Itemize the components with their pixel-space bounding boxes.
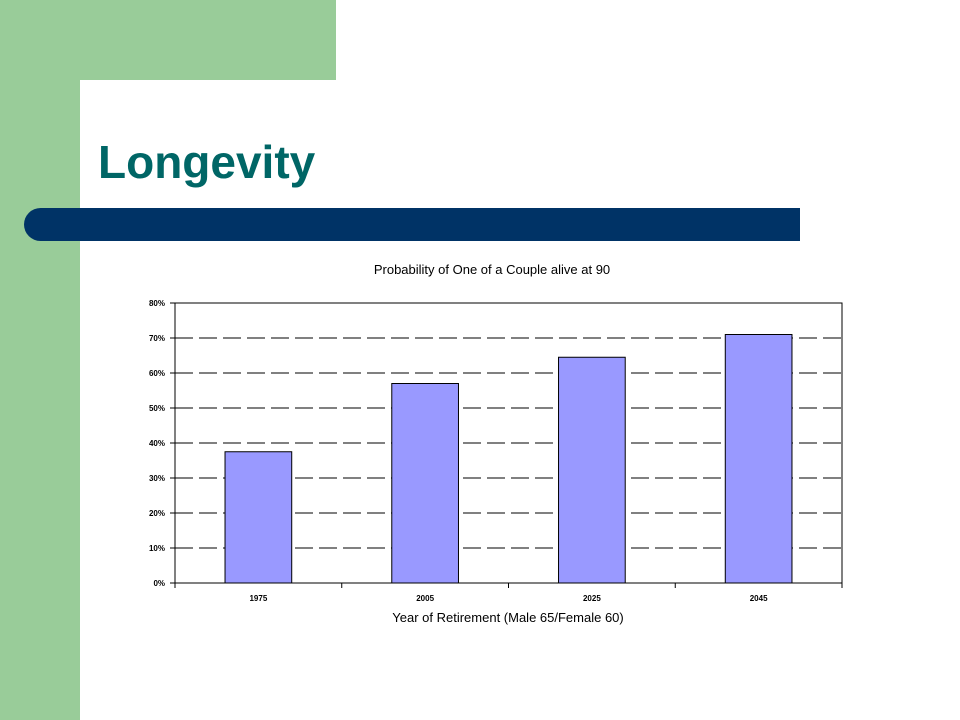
y-tick-label: 60%	[149, 369, 165, 378]
x-tick-label: 2045	[750, 594, 768, 603]
chart-title: Probability of One of a Couple alive at …	[374, 262, 610, 277]
bar	[224, 451, 293, 584]
bar	[391, 383, 459, 584]
x-tick-label: 2025	[583, 594, 601, 603]
bar	[558, 356, 626, 584]
title-underline-bar	[24, 208, 800, 241]
x-axis-ticks: 1975 2005 2025 2045	[174, 583, 843, 603]
content-panel	[80, 80, 960, 720]
y-tick-label: 10%	[149, 544, 165, 553]
slide-title: Longevity	[98, 136, 316, 188]
x-tick-label: 1975	[249, 594, 267, 603]
y-tick-label: 50%	[149, 404, 165, 413]
y-tick-label: 40%	[149, 439, 165, 448]
y-tick-label: 0%	[153, 579, 165, 588]
y-tick-label: 20%	[149, 509, 165, 518]
bar	[724, 334, 793, 584]
y-axis-ticks: 0% 10% 20% 30% 40% 50% 60% 70% 80%	[149, 299, 175, 588]
y-tick-label: 30%	[149, 474, 165, 483]
x-axis-label: Year of Retirement (Male 65/Female 60)	[392, 610, 623, 625]
y-tick-label: 70%	[149, 334, 165, 343]
bars	[224, 334, 793, 584]
y-tick-label: 80%	[149, 299, 165, 308]
x-tick-label: 2005	[416, 594, 434, 603]
left-green-sidebar	[0, 0, 80, 720]
